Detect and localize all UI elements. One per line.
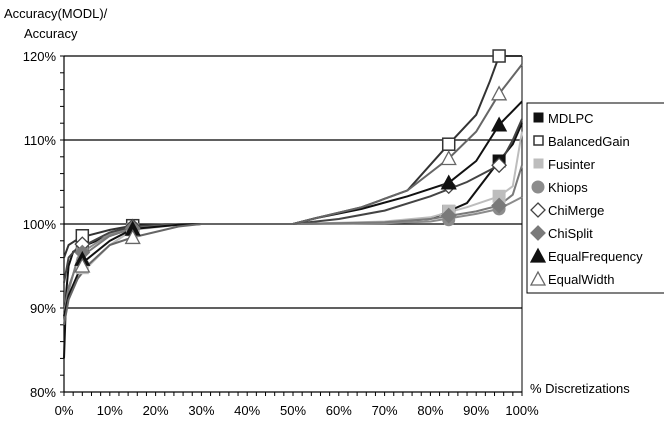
legend: MDLPC BalancedGain Fusinter Khiops ChiMerge C…: [526, 102, 664, 294]
legend-marker-khiops: [531, 180, 545, 194]
legend-item-balancedgain: BalancedGain: [533, 134, 630, 149]
legend-marker-fusinter: [533, 158, 544, 169]
legend-marker-balancedgain: [533, 135, 544, 146]
marker-equalwidth: [74, 257, 91, 273]
marker-equalwidth: [491, 85, 508, 101]
marker-chisplit: [491, 197, 508, 214]
y-tick-label: 120%: [23, 49, 57, 64]
legend-label-equalfrequency: EqualFrequency: [548, 249, 643, 264]
marker-equalwidth: [440, 150, 457, 166]
x-tick-label: 60%: [326, 403, 352, 418]
y-tick-label: 80%: [30, 385, 56, 400]
x-tick-label: 80%: [417, 403, 443, 418]
marker-equalwidth: [124, 229, 141, 245]
x-tick-label: 0%: [55, 403, 74, 418]
legend-item-khiops: Khiops: [531, 180, 588, 195]
y-tick-label: 100%: [23, 217, 57, 232]
marker-equalfrequency: [491, 116, 508, 132]
x-tick-label: 10%: [97, 403, 123, 418]
y-tick-label: 90%: [30, 301, 56, 316]
legend-border: [526, 102, 664, 294]
legend-item-chimerge: ChiMerge: [530, 202, 604, 218]
legend-marker-chimerge: [530, 202, 546, 218]
y-axis-title-line-1: Accuracy(MODL)/: [4, 6, 108, 21]
legend-label-balancedgain: BalancedGain: [548, 134, 630, 149]
legend-marker-mdlpc: [533, 112, 544, 123]
legend-marker-equalwidth: [529, 270, 547, 286]
legend-label-chimerge: ChiMerge: [548, 203, 604, 218]
x-tick-label: 40%: [234, 403, 260, 418]
x-tick-label: 90%: [463, 403, 489, 418]
legend-item-mdlpc: MDLPC: [533, 111, 594, 126]
x-tick-label: 30%: [188, 403, 214, 418]
x-tick-label: 70%: [372, 403, 398, 418]
legend-label-khiops: Khiops: [548, 180, 588, 195]
marker-equalfrequency: [440, 174, 457, 190]
legend-marker-equalfrequency: [529, 247, 547, 263]
y-tick-label: 110%: [24, 133, 57, 148]
series-line-equalwidth: [63, 63, 523, 325]
marker-balancedgain: [492, 49, 506, 63]
tick-labels: 80% 90% 100% 110% 120% 0% 10% 20% 30% 40% 50% 60% 70…: [23, 49, 539, 418]
marker-chimerge: [491, 157, 508, 174]
x-tick-label: 100%: [505, 403, 539, 418]
legend-item-equalwidth: EqualWidth: [529, 270, 614, 287]
x-tick-label: 20%: [143, 403, 169, 418]
x-axis-title: % Discretizations: [530, 381, 630, 396]
y-axis-title-line-2: Accuracy: [24, 26, 78, 41]
legend-label-equalwidth: EqualWidth: [548, 272, 614, 287]
marker-balancedgain: [441, 137, 456, 151]
marker-chisplit: [440, 207, 457, 224]
legend-item-chisplit: ChiSplit: [530, 225, 593, 241]
legend-label-chisplit: ChiSplit: [548, 226, 593, 241]
legend-item-equalfrequency: EqualFrequency: [529, 247, 643, 264]
legend-marker-chisplit: [530, 225, 546, 241]
legend-item-fusinter: Fusinter: [533, 157, 596, 172]
grid-lines: [64, 55, 522, 309]
series-markers: [74, 49, 508, 275]
legend-label-mdlpc: MDLPC: [548, 111, 594, 126]
legend-label-fusinter: Fusinter: [548, 157, 596, 172]
x-tick-label: 50%: [280, 403, 306, 418]
